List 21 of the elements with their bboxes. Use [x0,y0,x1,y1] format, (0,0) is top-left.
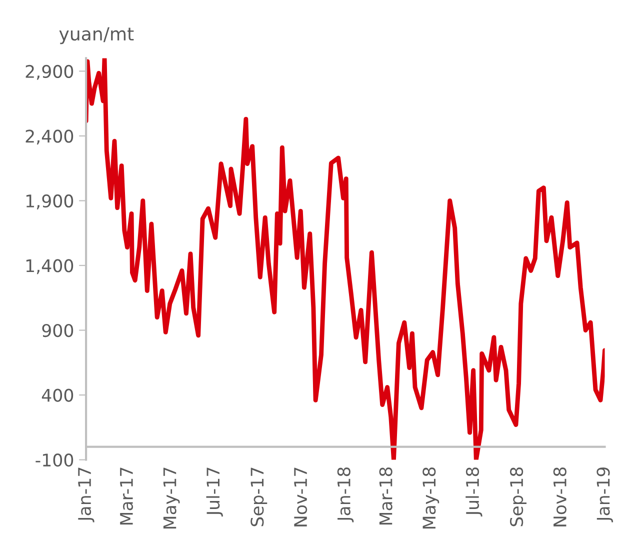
x-tick-label: Jan-18 [337,467,354,522]
x-tick-label: Jul-17 [206,468,223,516]
y-tick-label: 1,400 [26,259,74,274]
x-tick-label: May-17 [163,468,180,528]
x-tick-label: Jul-18 [466,467,482,516]
y-tick-label: 400 [42,388,74,402]
x-tick-label: Sep-18 [510,467,526,526]
x-tick-label: Mar-17 [120,468,134,525]
y-tick-label: 1,900 [26,194,74,210]
x-tick-label: Nov-17 [294,468,308,526]
x-tick-label: Jan-19 [596,467,614,522]
y-tick-label: -100 [36,453,74,467]
x-tick-label: Jan-17 [78,468,94,522]
y-tick-label: 2,400 [26,130,74,145]
y-axis-title: yuan/mt [59,27,134,44]
x-tick-label: Sep-17 [250,468,268,526]
x-tick-label: Mar-18 [379,467,392,525]
y-tick-label: 2,900 [26,64,74,80]
x-tick-label: May-18 [422,467,440,528]
x-tick-label: Nov-18 [553,467,566,526]
y-tick-label: 900 [42,324,74,338]
